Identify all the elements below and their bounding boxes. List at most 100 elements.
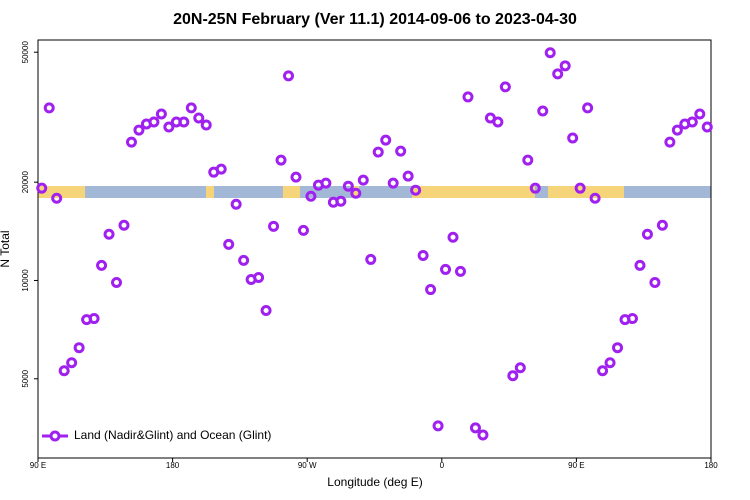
data-point	[447, 231, 459, 243]
data-point	[626, 313, 638, 325]
data-point	[582, 102, 594, 114]
data-point	[200, 119, 212, 131]
data-point	[238, 254, 250, 266]
data-point	[686, 116, 698, 128]
y-tick-label: 10000	[21, 269, 30, 292]
data-point	[163, 121, 175, 133]
land-band	[412, 186, 535, 198]
data-point	[275, 154, 287, 166]
data-point	[641, 228, 653, 240]
data-point	[410, 184, 422, 196]
data-point	[604, 357, 616, 369]
y-tick-label: 50000	[21, 41, 30, 64]
data-point	[440, 263, 452, 275]
data-point	[372, 146, 384, 158]
data-point	[66, 357, 78, 369]
data-point	[357, 174, 369, 186]
data-point	[529, 182, 541, 194]
data-point	[380, 134, 392, 146]
y-axis-label: N Total	[0, 230, 12, 267]
chart-title: 20N-25N February (Ver 11.1) 2014-09-06 t…	[173, 11, 577, 28]
data-point	[514, 362, 526, 374]
data-point	[73, 342, 85, 354]
data-point	[522, 154, 534, 166]
data-point	[469, 422, 481, 434]
x-axis-label: Longitude (deg E)	[327, 475, 422, 489]
data-point	[193, 112, 205, 124]
data-point	[155, 108, 167, 120]
data-point	[664, 136, 676, 148]
data-point	[118, 219, 130, 231]
data-point	[320, 177, 332, 189]
data-point	[402, 170, 414, 182]
data-point	[395, 145, 407, 157]
data-point	[544, 47, 556, 59]
data-point	[552, 68, 564, 80]
data-point	[125, 136, 137, 148]
data-point	[335, 195, 347, 207]
data-point	[656, 219, 668, 231]
data-point	[305, 190, 317, 202]
data-point	[51, 192, 63, 204]
data-point	[365, 253, 377, 265]
x-tick-label: 180	[704, 461, 718, 470]
land-band	[38, 186, 85, 198]
data-point	[694, 108, 706, 120]
data-point	[297, 224, 309, 236]
data-point	[477, 429, 489, 441]
legend-label: Land (Nadir&Glint) and Ocean (Glint)	[74, 428, 271, 442]
data-point	[290, 171, 302, 183]
data-point	[559, 60, 571, 72]
x-tick-label: 90 W	[298, 461, 317, 470]
data-point	[283, 70, 295, 82]
data-point	[96, 259, 108, 271]
data-point	[58, 365, 70, 377]
plot-frame	[37, 39, 712, 459]
data-point	[537, 105, 549, 117]
data-point	[111, 276, 123, 288]
data-point	[507, 370, 519, 382]
land-band	[548, 186, 624, 198]
data-point	[454, 265, 466, 277]
data-point	[612, 342, 624, 354]
land-band	[206, 186, 214, 198]
data-point	[253, 272, 265, 284]
data-point	[567, 132, 579, 144]
data-point	[178, 116, 190, 128]
x-tick-label: 90 E	[30, 461, 46, 470]
data-point	[43, 102, 55, 114]
x-tick-label: 180	[166, 461, 180, 470]
land-band	[352, 186, 359, 198]
data-point	[260, 305, 272, 317]
land-ocean-band	[38, 186, 711, 198]
data-point	[417, 249, 429, 261]
data-point	[350, 187, 362, 199]
data-point	[133, 124, 145, 136]
data-point	[387, 177, 399, 189]
legend-item: Land (Nadir&Glint) and Ocean (Glint)	[42, 428, 271, 442]
data-point	[185, 102, 197, 114]
data-point	[103, 228, 115, 240]
data-point	[425, 284, 437, 296]
data-point	[597, 365, 609, 377]
data-point	[230, 198, 242, 210]
data-point	[462, 91, 474, 103]
x-tick-label: 90 E	[568, 461, 584, 470]
y-tick-label: 20000	[21, 170, 30, 193]
data-point	[215, 163, 227, 175]
data-point	[268, 220, 280, 232]
data-point	[649, 276, 661, 288]
data-point	[589, 192, 601, 204]
data-point	[36, 182, 48, 194]
data-point	[88, 313, 100, 325]
data-point	[701, 121, 713, 133]
data-point	[499, 81, 511, 93]
data-point	[634, 259, 646, 271]
data-point	[223, 238, 235, 250]
data-point	[574, 182, 586, 194]
data-point	[342, 180, 354, 192]
data-point	[432, 420, 444, 432]
y-tick-label: 5000	[21, 369, 30, 387]
data-point	[148, 116, 160, 128]
